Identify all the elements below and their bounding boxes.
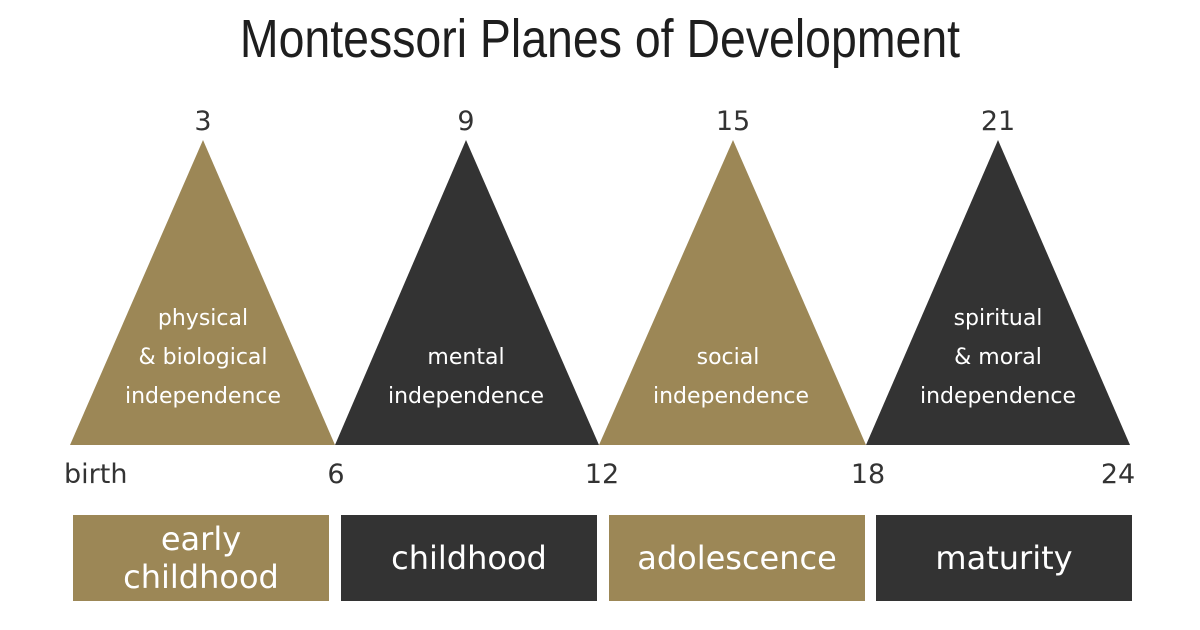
plane-1-line-2: & biological	[138, 345, 267, 370]
plane-4-line-1: spiritual	[954, 306, 1043, 331]
age-label-24: 24	[1101, 459, 1135, 490]
stage-box-maturity: maturity	[876, 515, 1132, 601]
plane-1-line-3: independence	[125, 384, 281, 409]
peak-age-3: 15	[716, 106, 750, 137]
plane-triangle-4	[866, 140, 1130, 445]
stage-label-line: childhood	[123, 558, 279, 596]
plane-4-line-2: & moral	[954, 345, 1042, 370]
peak-age-1: 3	[194, 106, 211, 137]
plane-3-line-1: social	[697, 345, 760, 370]
peak-age-2: 9	[457, 106, 474, 137]
peak-age-4: 21	[981, 106, 1015, 137]
plane-4-line-3: independence	[920, 384, 1076, 409]
plane-triangle-1	[70, 140, 335, 445]
plane-3-line-2: independence	[653, 384, 809, 409]
planes-diagram: 3 9 15 21 physical & biological independ…	[64, 106, 1135, 490]
plane-2-line-2: independence	[388, 384, 544, 409]
plane-2-line-1: mental	[427, 345, 504, 370]
stage-box-childhood: childhood	[341, 515, 597, 601]
plane-1-line-1: physical	[158, 306, 248, 331]
plane-triangle-3	[599, 140, 866, 445]
plane-triangle-2	[335, 140, 599, 445]
stage-box-adolescence: adolescence	[609, 515, 865, 601]
age-label-6: 6	[327, 459, 344, 490]
stage-label: childhood	[391, 539, 547, 577]
stage-label: adolescence	[637, 539, 837, 577]
age-label-birth: birth	[64, 459, 127, 490]
page-title: Montessori Planes of Development	[239, 9, 961, 69]
stage-label-line: early	[160, 520, 242, 558]
stage-label: maturity	[935, 539, 1073, 577]
age-label-18: 18	[851, 459, 885, 490]
age-label-12: 12	[585, 459, 619, 490]
stage-box-early-childhood: early childhood	[73, 515, 329, 601]
